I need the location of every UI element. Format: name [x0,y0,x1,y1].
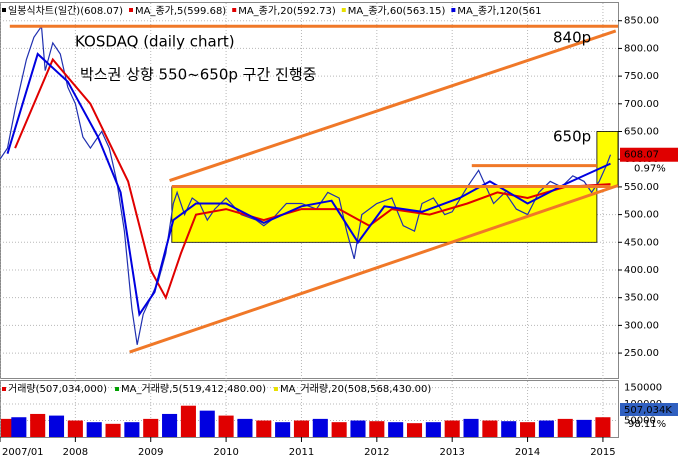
annotation: 650p [553,128,591,146]
volume-bar [293,420,309,437]
legend-swatch [451,8,456,12]
trend-line [129,184,619,354]
volume-bar [67,420,83,437]
ratio-label: 98.11% [628,419,666,430]
volume-tag [620,403,678,416]
volume-bar [369,421,385,437]
legend-swatch [129,8,133,12]
legend-label: MA_종가,20(592.73) [238,5,336,17]
y-tick-label: 700.00 [624,99,659,110]
x-tick-label: 2008 [63,447,88,458]
volume-bar [482,420,498,437]
volume-bar [11,417,27,437]
trend-line [169,29,617,182]
y-tick-label: 850.00 [624,16,659,27]
y-tick-label: 650.00 [624,127,659,138]
volume-bar [143,418,159,437]
y-tick-label: 750.00 [624,71,659,82]
legend-label: MA_종가,60(563.15) [348,5,446,17]
price-tag-label: 608.07 [624,150,659,161]
x-tick-label: 2011 [289,447,314,458]
annotation: KOSDAQ (daily chart) [75,33,235,51]
legend-label: 거래량(507,034,000) [8,383,107,395]
volume-bar [312,418,328,437]
volume-bar [124,422,140,437]
price-panel [0,2,619,379]
volume-bar [463,418,479,437]
x-tick-label: 2013 [439,447,464,458]
legend-label: MA_거래량,20(508,568,430.00) [280,383,431,395]
volume-bar [218,415,234,437]
x-tick-label: 2012 [364,447,389,458]
legend-swatch [273,387,278,391]
volume-bar [557,418,573,437]
y-tick-label: 300.00 [624,320,659,331]
volume-tag-label: 507,034K [624,405,672,416]
volume-bar [162,413,178,437]
y-tick-label: 250.00 [624,348,659,359]
x-tick-label: 2010 [213,447,238,458]
y-tick-label: 500.00 [624,210,659,221]
annotation: 박스권 상향 550~650p 구간 진행중 [80,66,316,84]
x-tick-label: 2009 [138,447,163,458]
price-line [0,24,612,345]
volume-bar [86,422,102,437]
y-tick-label: 350.00 [624,293,659,304]
volume-bar [444,420,460,437]
volume-bar [30,413,46,437]
volume-bar [388,422,404,437]
legend-swatch [232,8,237,12]
y2-tick-label: 150000 [624,383,662,394]
y-tick-label: 550.00 [624,182,659,193]
x-tick-label: 2015 [590,447,615,458]
legend-label: 일봉식차트(일간)(608.07) [8,5,123,17]
y-tick-label: 450.00 [624,237,659,248]
x-tick-label: 2014 [515,447,540,458]
y-tick-label: 800.00 [624,43,659,54]
legend-label: MA_거래량,5(519,412,480.00) [121,383,266,395]
volume-bar [520,422,536,437]
legend-label: MA_종가,120(561 [457,5,541,17]
y2-tick-label: 50000 [624,416,656,427]
volume-bar [331,422,347,437]
annotation: 840p [553,29,591,47]
legend-swatch [2,387,6,391]
volume-bar [425,422,441,437]
x-tick-label: 2007/01 [2,447,44,458]
volume-bar [501,421,517,437]
volume-bar [576,419,592,437]
legend-swatch [2,8,6,12]
volume-bar [350,420,366,437]
legend-swatch [341,8,346,12]
volume-bar [406,423,423,437]
volume-bar [538,420,554,437]
volume-bar [48,415,65,437]
legend-label: MA_종가,5(599.68) [135,5,226,17]
volume-bar [256,420,272,437]
volume-bar [105,423,121,437]
volume-bar [595,417,611,437]
price-tag [620,147,678,162]
volume-bar [180,405,196,437]
y-tick-label: 400.00 [624,265,659,276]
volume-bar [275,422,291,437]
volume-bar [199,410,215,437]
volume-bar [237,418,253,437]
change-label: 0.97% [634,164,666,175]
legend-swatch [115,387,120,391]
